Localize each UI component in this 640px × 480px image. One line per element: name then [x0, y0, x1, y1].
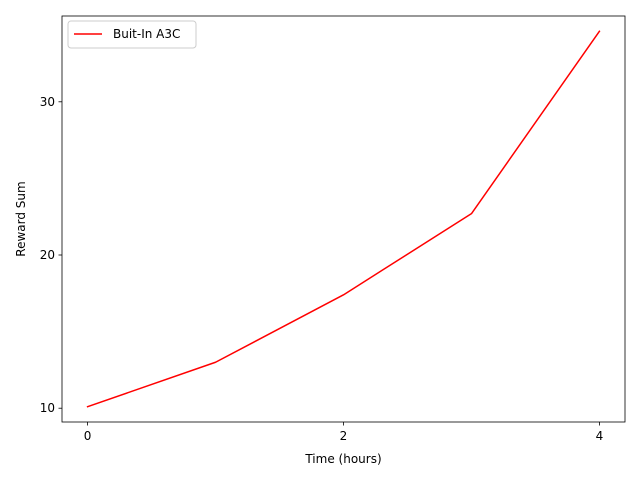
x-tick-label: 2: [340, 429, 348, 443]
y-tick-label: 30: [40, 95, 55, 109]
y-tick-label: 10: [40, 401, 55, 415]
legend-label: Buit-In A3C: [113, 27, 180, 41]
series-line: [86, 30, 601, 408]
y-axis-label: Reward Sum: [14, 181, 28, 256]
y-axis-ticks: 10 20 30: [40, 95, 62, 415]
x-axis-ticks: 0 2 4: [84, 422, 603, 443]
x-tick-label: 0: [84, 429, 92, 443]
legend-box: [67, 20, 197, 49]
series-layer: [86, 30, 601, 408]
x-tick-label: 4: [596, 429, 604, 443]
legend: Buit-In A3C: [67, 20, 197, 49]
x-axis-label: Time (hours): [304, 452, 381, 466]
y-tick-label: 20: [40, 248, 55, 262]
